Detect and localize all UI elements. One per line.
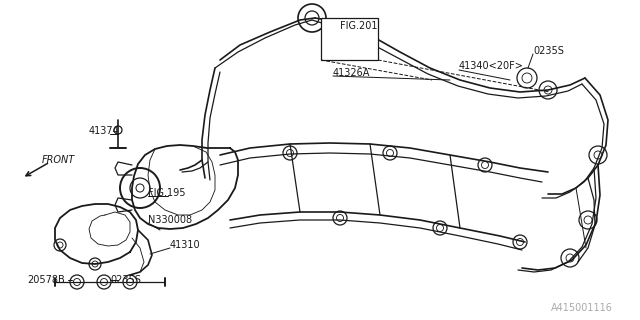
Text: 41340<20F>: 41340<20F> bbox=[459, 61, 524, 71]
Text: N330008: N330008 bbox=[148, 215, 192, 225]
Text: FIG.201: FIG.201 bbox=[340, 21, 378, 31]
Text: 41310: 41310 bbox=[170, 240, 200, 250]
Text: A415001116: A415001116 bbox=[551, 303, 613, 313]
Text: 0235S: 0235S bbox=[533, 46, 564, 56]
Bar bbox=[321, 18, 378, 60]
Text: 41374: 41374 bbox=[89, 126, 120, 136]
Text: 20578B: 20578B bbox=[27, 275, 65, 285]
Text: 0235S: 0235S bbox=[110, 275, 141, 285]
Text: FRONT: FRONT bbox=[42, 155, 76, 165]
Text: FIG.195: FIG.195 bbox=[148, 188, 186, 198]
Text: 41326A: 41326A bbox=[333, 68, 371, 78]
